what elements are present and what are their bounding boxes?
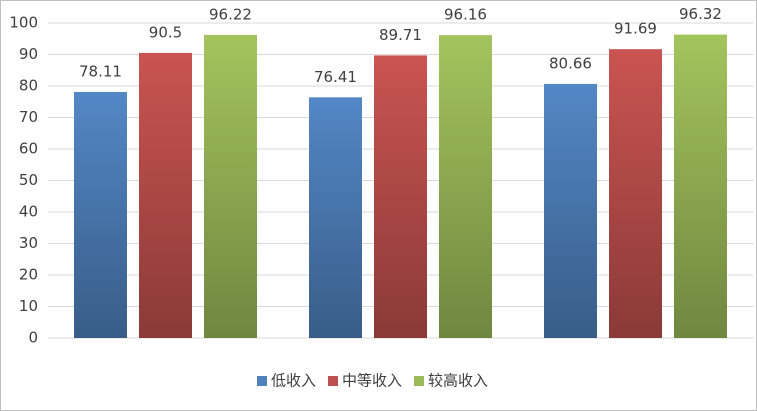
- bar: [309, 97, 362, 338]
- legend-label: 低收入: [271, 372, 316, 390]
- value-label: 96.32: [679, 5, 722, 23]
- y-tick-label: 60: [19, 140, 38, 158]
- bar: [374, 55, 427, 338]
- bar: [544, 83, 597, 339]
- legend-label: 较高收入: [428, 372, 488, 390]
- value-label: 96.16: [444, 6, 487, 24]
- legend-label: 中等收入: [342, 372, 402, 390]
- value-label: 90.5: [149, 23, 182, 41]
- value-label: 91.69: [614, 20, 657, 38]
- bar: [74, 91, 127, 339]
- y-tick-label: 80: [19, 77, 38, 95]
- bar: [609, 49, 662, 338]
- y-tick-label: 40: [19, 203, 38, 221]
- value-label: 89.71: [379, 26, 422, 44]
- y-tick-label: 50: [19, 171, 38, 189]
- y-tick-label: 70: [19, 108, 38, 126]
- legend-swatch: [256, 376, 267, 386]
- value-label: 76.41: [314, 68, 357, 86]
- y-tick-label: 100: [9, 14, 38, 32]
- bar: [439, 35, 492, 338]
- bar: [204, 34, 257, 338]
- y-tick-label: 90: [19, 45, 38, 63]
- legend-swatch: [414, 376, 425, 386]
- y-tick-label: 0: [28, 329, 38, 347]
- value-label: 80.66: [549, 54, 592, 72]
- y-tick-label: 10: [19, 297, 38, 315]
- value-label: 96.22: [209, 5, 252, 23]
- bar: [674, 34, 727, 338]
- value-label: 78.11: [79, 62, 122, 80]
- y-tick-label: 30: [19, 234, 38, 252]
- bar: [139, 52, 192, 339]
- legend-swatch: [327, 376, 338, 386]
- y-tick-label: 20: [19, 266, 38, 284]
